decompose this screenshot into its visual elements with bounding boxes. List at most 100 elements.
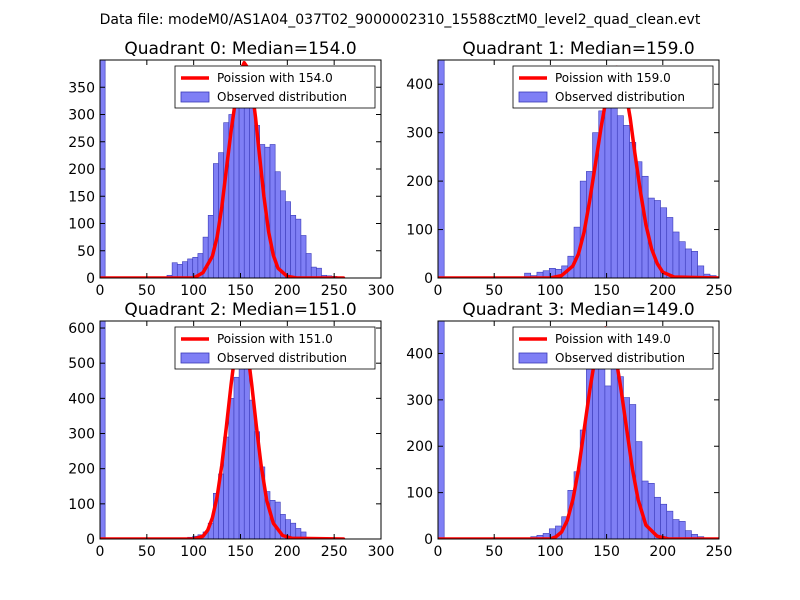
histogram-bar (243, 89, 250, 278)
histogram-bar (672, 519, 680, 539)
panel-title: Quadrant 1: Median=159.0 (462, 39, 694, 59)
histogram-bar (305, 253, 312, 278)
x-tick-label: 200 (274, 544, 301, 560)
histogram-bar (316, 267, 322, 278)
y-tick-label: 100 (406, 223, 433, 239)
x-tick-label: 150 (227, 544, 254, 560)
legend-line-label: Poission with 149.0 (555, 332, 671, 346)
y-tick-label: 250 (68, 135, 95, 151)
legend: Poission with 149.0 Observed distribution (512, 326, 714, 370)
histogram-bar (616, 115, 624, 278)
y-tick-label: 200 (68, 462, 95, 478)
histogram-bar (604, 385, 612, 539)
y-tick-label: 150 (68, 189, 95, 205)
histogram-bar (207, 215, 214, 278)
y-tick-label: 0 (424, 271, 433, 287)
histogram-bar (249, 97, 255, 278)
x-tick-label: 100 (537, 283, 564, 299)
y-tick-label: 100 (68, 217, 95, 233)
x-tick-label: 150 (593, 544, 620, 560)
y-tick-label: 400 (406, 77, 433, 93)
legend-bar-swatch (180, 91, 210, 103)
chart-panel-1: 0 50 100 150 200 250 0 100 200 300 400 Quadrant 1: … (406, 39, 732, 299)
histogram-bar (666, 217, 674, 278)
histogram-bar (672, 231, 680, 278)
x-tick-label: 0 (434, 283, 443, 299)
y-tick-label: 0 (86, 532, 95, 548)
x-tick-label: 50 (485, 283, 503, 299)
histogram-bar (290, 215, 297, 278)
panel-title: Quadrant 2: Median=151.0 (124, 300, 356, 320)
plot-data (100, 321, 346, 539)
histogram-bar (438, 60, 445, 278)
legend-bar-label: Observed distribution (217, 351, 347, 365)
x-tick-label: 0 (96, 283, 105, 299)
x-tick-label: 200 (649, 283, 676, 299)
x-tick-label: 100 (537, 544, 564, 560)
x-tick-label: 300 (368, 283, 395, 299)
x-tick-label: 0 (96, 544, 105, 560)
legend: Poission with 151.0 Observed distribution (174, 326, 376, 370)
y-tick-label: 600 (68, 321, 95, 337)
x-tick-label: 150 (593, 283, 620, 299)
y-tick-label: 400 (406, 346, 433, 362)
x-tick-label: 50 (138, 544, 156, 560)
histogram-bar (604, 88, 612, 278)
histogram-bar (295, 218, 302, 278)
chart-panel-3: 0 50 100 150 200 250 0 100 200 300 400 Quadrant 3: … (406, 300, 732, 560)
histogram-bar (684, 248, 692, 278)
x-tick-label: 100 (180, 544, 207, 560)
y-tick-label: 200 (406, 439, 433, 455)
x-tick-label: 0 (434, 544, 443, 560)
axes-frame (437, 59, 720, 279)
y-tick-label: 300 (68, 108, 95, 124)
histogram-bar (678, 241, 686, 278)
histogram-bar (666, 510, 674, 539)
panel-title: Quadrant 0: Median=154.0 (124, 39, 356, 59)
y-tick-label: 50 (77, 244, 95, 260)
histogram-bar (182, 261, 188, 278)
y-tick-label: 100 (406, 486, 433, 502)
histogram-bar (660, 503, 668, 539)
legend-bar-label: Observed distribution (555, 351, 685, 365)
legend-bar-swatch (180, 352, 210, 364)
legend-bar-swatch (518, 352, 548, 364)
axes-frame (437, 320, 720, 540)
histogram-bar (300, 235, 307, 278)
histogram-bar (233, 103, 240, 278)
y-tick-label: 0 (424, 532, 433, 548)
x-tick-label: 200 (649, 544, 676, 560)
histogram-bar (233, 376, 240, 539)
poisson-curve (100, 60, 346, 278)
x-tick-label: 150 (227, 283, 254, 299)
legend-bar-swatch (518, 91, 548, 103)
x-tick-label: 200 (274, 283, 301, 299)
histogram-bar (691, 251, 698, 278)
histogram-bar (280, 190, 286, 278)
histogram-bar (100, 321, 106, 539)
legend-bar-label: Observed distribution (555, 90, 685, 104)
x-tick-label: 50 (138, 283, 156, 299)
x-tick-label: 250 (321, 283, 348, 299)
histogram-bar (285, 201, 291, 278)
legend-line-label: Poission with 159.0 (555, 71, 671, 85)
x-tick-label: 300 (368, 544, 395, 560)
chart-panel-0: 0 50 100 150 200 250 300 0 50 100 150 200 250 300 350 Q… (68, 39, 394, 299)
histogram-bar (176, 264, 183, 278)
legend-bar-label: Observed distribution (217, 90, 347, 104)
histogram-bar (598, 362, 606, 539)
legend-line-label: Poission with 151.0 (217, 332, 333, 346)
y-tick-label: 200 (406, 174, 433, 190)
histogram-bar (623, 125, 630, 278)
x-tick-label: 250 (706, 283, 733, 299)
y-tick-label: 100 (68, 497, 95, 513)
y-tick-label: 300 (406, 126, 433, 142)
histogram-bar (187, 258, 194, 278)
histogram-bar (678, 521, 686, 539)
figure-suptitle: Data file: modeM0/AS1A04_037T02_90000023… (100, 12, 701, 28)
y-tick-label: 400 (68, 391, 95, 407)
histogram-bar (171, 262, 178, 278)
chart-panel-2: 0 50 100 150 200 250 300 0 100 200 300 400 500 600 Qua… (68, 300, 394, 560)
y-tick-label: 200 (68, 162, 95, 178)
